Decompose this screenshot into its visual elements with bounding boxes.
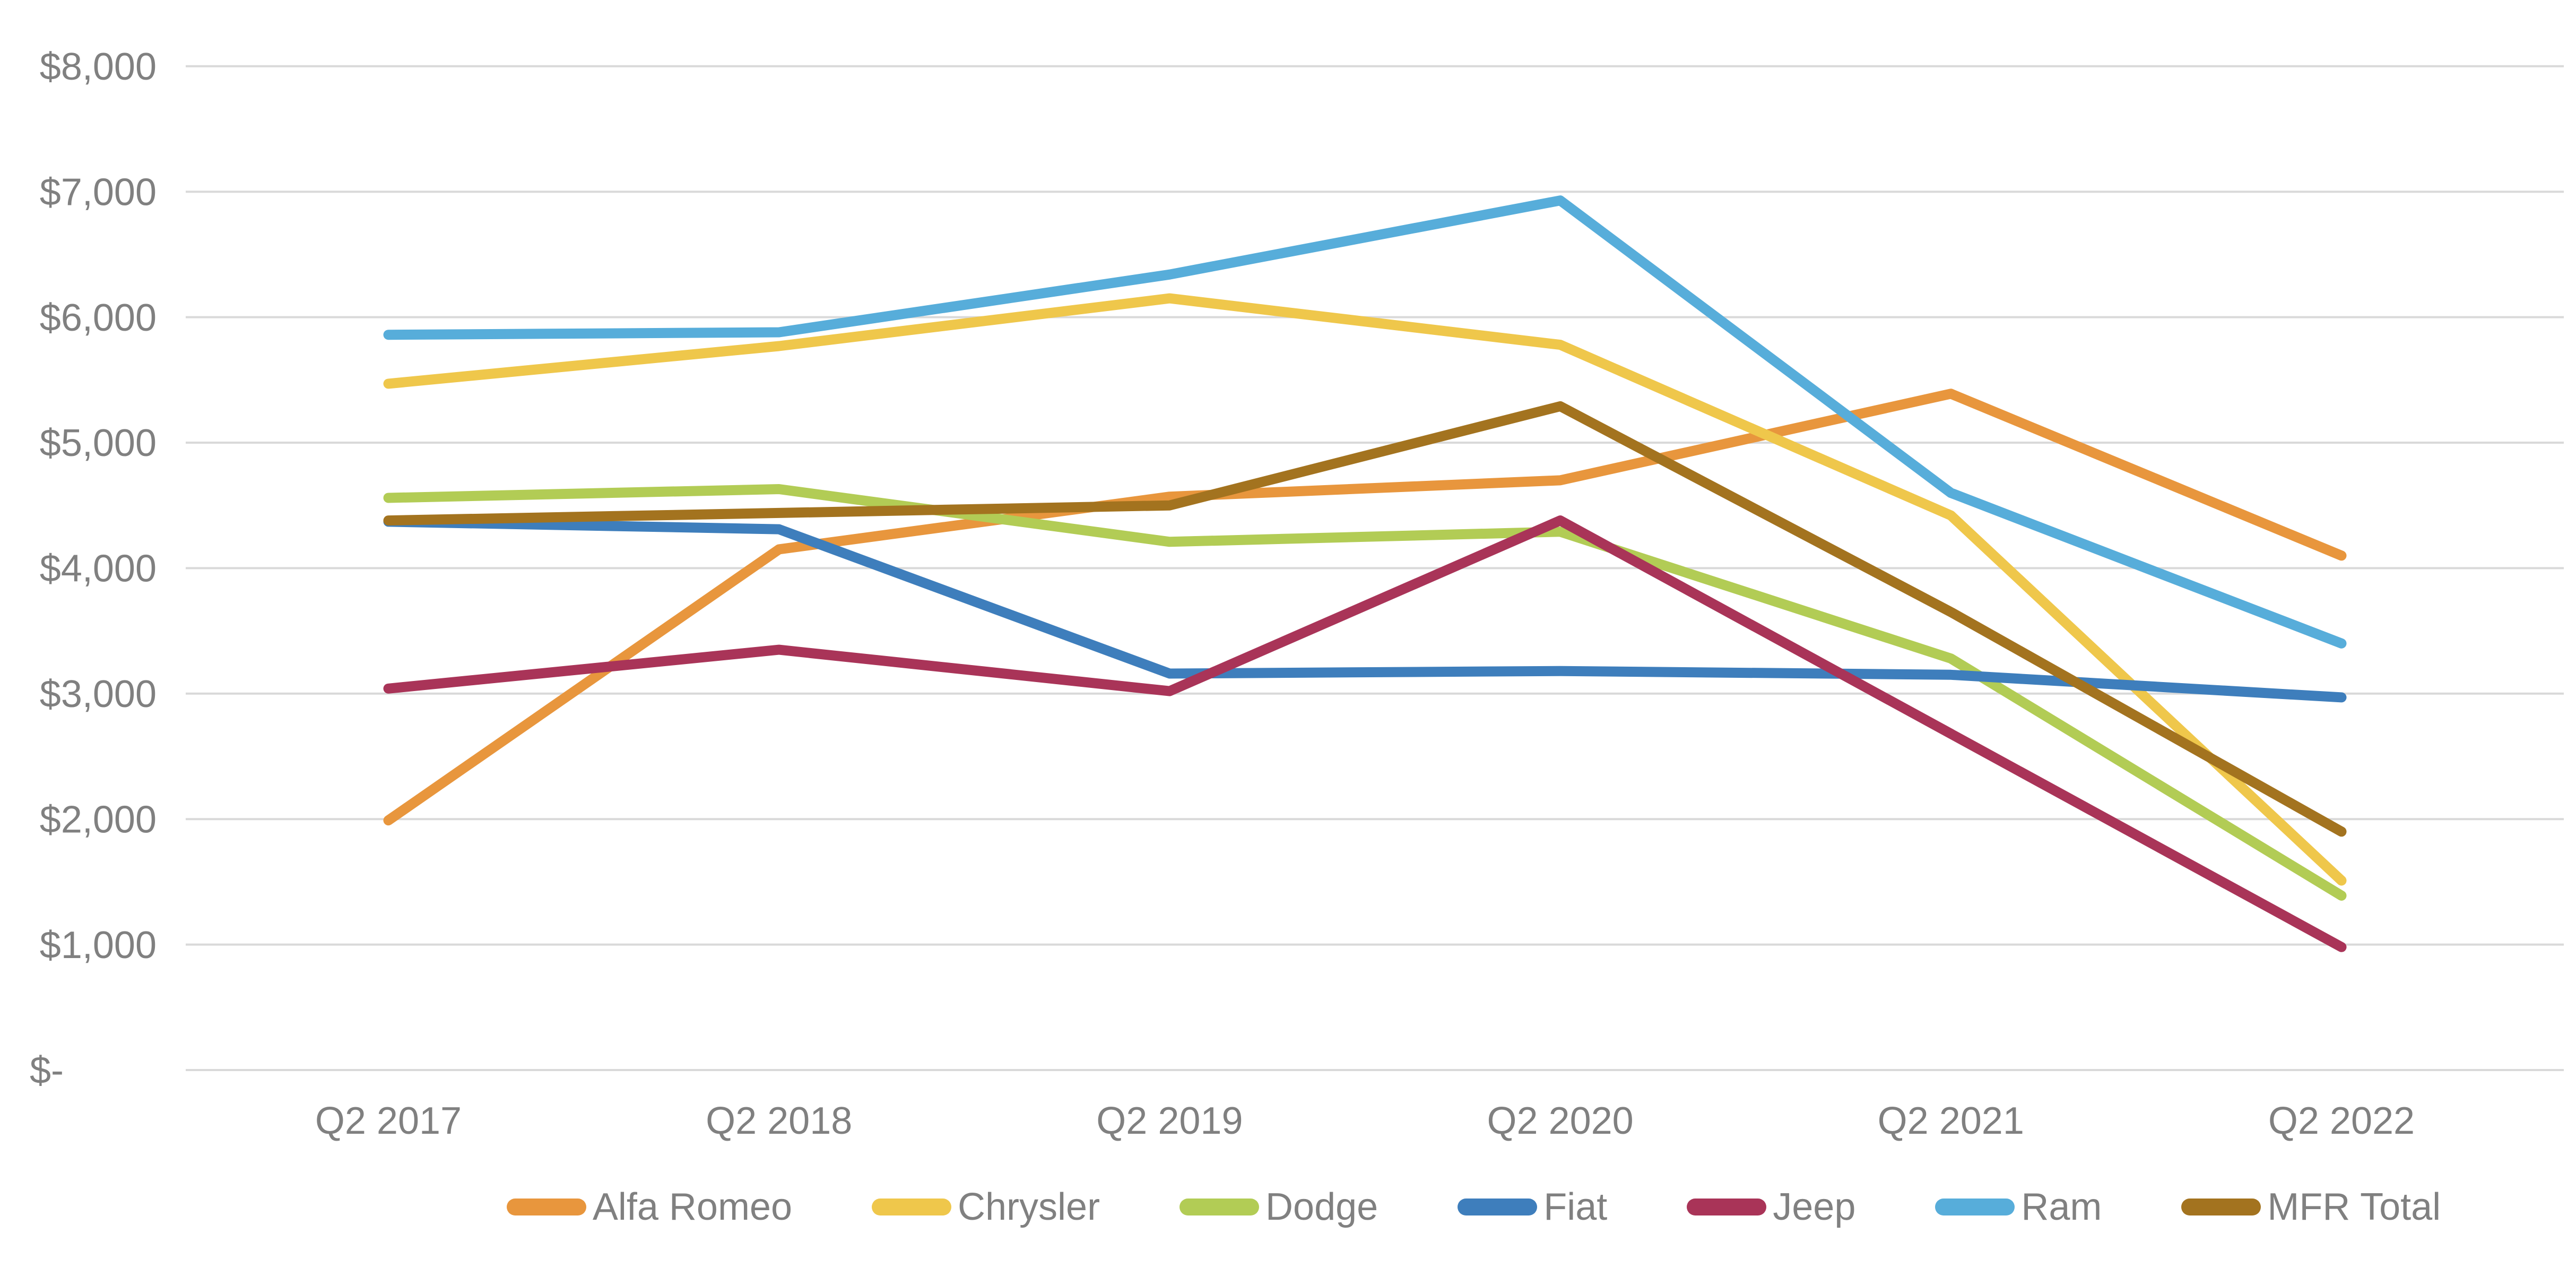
y-tick-label: $6,000 [40, 297, 157, 339]
y-tick-label: $3,000 [40, 673, 157, 715]
series-line-jeep [383, 515, 2347, 952]
legend-item-fiat: Fiat [1458, 1188, 1607, 1226]
legend-label-ram: Ram [2021, 1186, 2102, 1228]
x-tick-label: Q2 2022 [2268, 1100, 2415, 1142]
series-line-fiat [383, 516, 2347, 703]
legend-item-jeep: Jeep [1687, 1188, 1855, 1226]
y-tick-label: $- [30, 1049, 64, 1092]
series-line-alfa-romeo [383, 389, 2347, 826]
legend-swatch-dodge [1179, 1199, 1260, 1215]
legend-label-alfa-romeo: Alfa Romeo [592, 1186, 793, 1228]
legend-label-dodge: Dodge [1265, 1186, 1378, 1228]
legend-swatch-mfr-total [2181, 1199, 2261, 1215]
legend: Alfa Romeo Chrysler Dodge Fiat Jeep Ram MFR To… [371, 1188, 2576, 1226]
legend-label-mfr-total: MFR Total [2267, 1186, 2441, 1228]
series-line-dodge [383, 484, 2347, 901]
legend-swatch-fiat [1458, 1199, 1538, 1215]
legend-item-mfr-total: MFR Total [2181, 1188, 2441, 1226]
series-line-mfr-total [383, 401, 2347, 837]
y-tick-label: $7,000 [40, 171, 157, 213]
legend-swatch-chrysler [872, 1199, 952, 1215]
x-tick-label: Q2 2017 [315, 1100, 462, 1142]
series-line-ram [383, 195, 2347, 649]
x-tick-label: Q2 2019 [1096, 1100, 1243, 1142]
x-tick-label: Q2 2020 [1487, 1100, 1633, 1142]
y-tick-label: $8,000 [40, 46, 157, 88]
x-tick-label: Q2 2021 [1878, 1100, 2024, 1142]
legend-swatch-jeep [1687, 1199, 1767, 1215]
x-tick-label: Q2 2018 [706, 1100, 852, 1142]
y-tick-label: $2,000 [40, 798, 157, 841]
legend-swatch-ram [1935, 1199, 2015, 1215]
legend-item-ram: Ram [1935, 1188, 2102, 1226]
y-tick-label: $5,000 [40, 422, 157, 464]
legend-label-jeep: Jeep [1773, 1186, 1856, 1228]
legend-label-fiat: Fiat [1543, 1186, 1608, 1228]
legend-item-dodge: Dodge [1179, 1188, 1378, 1226]
legend-item-alfa-romeo: Alfa Romeo [506, 1186, 793, 1228]
legend-label-chrysler: Chrysler [958, 1186, 1100, 1228]
legend-item-chrysler: Chrysler [872, 1188, 1100, 1226]
series-line-chrysler [383, 293, 2347, 886]
y-tick-label: $1,000 [40, 924, 157, 967]
y-tick-label: $4,000 [40, 548, 157, 590]
legend-swatch-alfa-romeo [506, 1199, 586, 1215]
